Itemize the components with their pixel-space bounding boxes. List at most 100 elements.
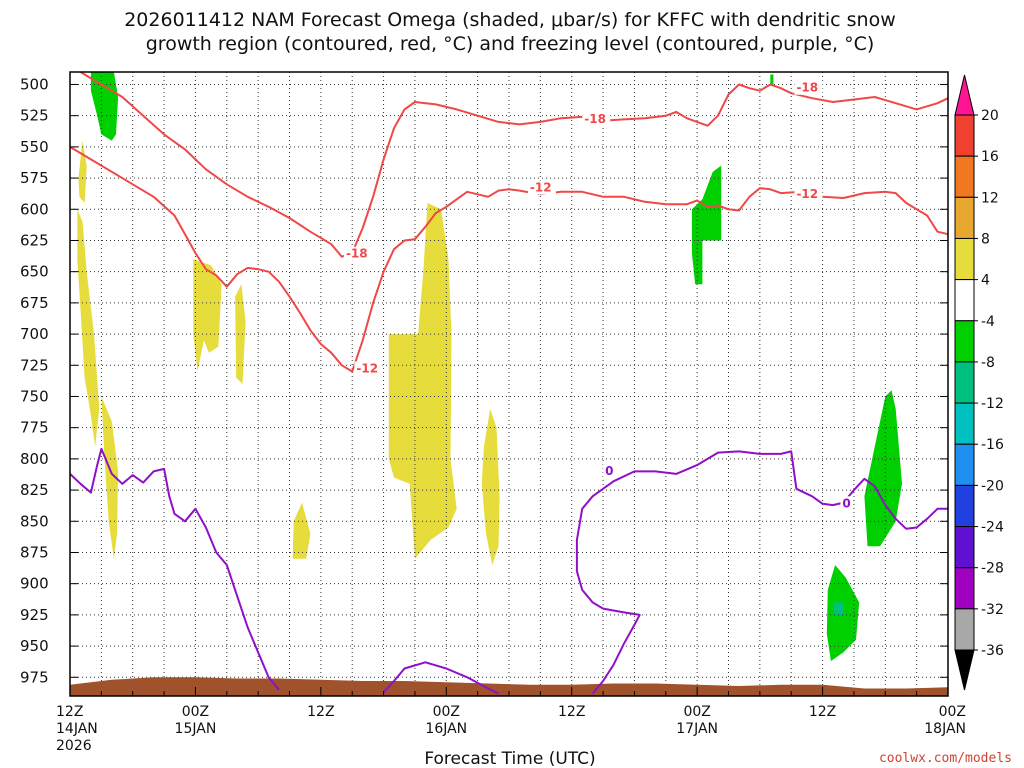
omega-region [193, 259, 222, 372]
dendritic-contour-label: -18 [584, 112, 606, 126]
freezing-level-contour-line [69, 447, 280, 691]
chart-title-line2: growth region (contoured, red, °C) and f… [146, 33, 875, 55]
y-tick-label: 725 [20, 356, 49, 374]
y-tick-label: 975 [20, 668, 49, 686]
omega-region [834, 602, 844, 615]
omega-region [292, 502, 311, 559]
colorbar-bin [954, 608, 975, 651]
colorbar-bin [954, 402, 975, 445]
omega-region [770, 74, 774, 85]
contour-label-bg [840, 496, 853, 511]
y-tick-label: 900 [20, 575, 49, 593]
y-tick-label: 500 [20, 75, 49, 93]
omega-region [235, 284, 246, 384]
y-tick-label: 825 [20, 481, 49, 499]
dendritic-contour-line [69, 146, 949, 373]
y-tick-label: 800 [20, 450, 49, 468]
omega-region [388, 203, 457, 559]
y-tick-label: 875 [20, 543, 49, 561]
y-tick-label: 925 [20, 606, 49, 624]
colorbar-label: -20 [981, 478, 1004, 494]
colorbar-label: 12 [981, 190, 999, 206]
colorbar-bin [954, 196, 975, 239]
dendritic-contour-label: -18 [346, 247, 368, 261]
freezing-level-contour-label: 0 [605, 464, 613, 478]
colorbar-label: -12 [981, 396, 1004, 412]
omega-region [691, 165, 722, 285]
omega-region [77, 209, 100, 447]
dendritic-contour-label: -12 [796, 187, 818, 201]
contour-label-bg [603, 463, 616, 478]
chart-title-line1: 2026011412 NAM Forecast Omega (shaded, μ… [124, 9, 896, 31]
y-tick-label: 575 [20, 169, 49, 187]
freezing-level-contour-line [575, 450, 948, 695]
y-tick-label: 600 [20, 200, 49, 218]
colorbar-label: 4 [981, 273, 990, 289]
colorbar-bin [954, 361, 975, 404]
colorbar-label: -24 [981, 520, 1004, 536]
dendritic-contour-line [79, 71, 949, 258]
colorbar-label: -28 [981, 561, 1004, 577]
y-tick-label: 650 [20, 263, 49, 281]
x-tick-label-time: 00Z [683, 704, 710, 720]
contour-label-bg [582, 111, 611, 126]
x-tick-label-time: 00Z [433, 704, 460, 720]
x-tick-label-time: 12Z [558, 704, 585, 720]
contour-label-bg [794, 80, 823, 95]
y-tick-label: 525 [20, 107, 49, 125]
freezing-level-contour-label: 0 [842, 496, 850, 510]
omega-region [101, 396, 119, 559]
colorbar-label: 8 [981, 231, 990, 247]
credit-text: coolwx.com/models [879, 751, 1012, 766]
colorbar-label: 16 [981, 149, 999, 165]
colorbar-bin [954, 484, 975, 528]
x-tick-label-time: 12Z [56, 704, 83, 720]
colorbar-bin [954, 237, 975, 281]
colorbar-label: -8 [981, 355, 995, 371]
y-tick-label: 850 [20, 512, 49, 530]
x-tick-label-date: 16JAN [425, 721, 467, 737]
y-axis: 500 525 550 575 600 625 650 675 700 725 750 775 800 8… [20, 75, 948, 686]
x-axis-title: Forecast Time (UTC) [424, 749, 595, 768]
colorbar-bin [954, 114, 975, 157]
y-tick-label: 700 [20, 325, 49, 343]
contour-label-bg [527, 180, 556, 195]
y-tick-label: 625 [20, 231, 49, 249]
x-tick-label-date: 14JAN [56, 721, 98, 737]
colorbar-bin [954, 443, 975, 486]
y-tick-label: 550 [20, 138, 49, 156]
x-tick-label-year: 2026 [56, 738, 92, 754]
gridlines [70, 72, 948, 696]
colorbar-bin [954, 567, 975, 610]
x-tick-label-time: 12Z [809, 704, 836, 720]
dendritic-contour-label: -18 [796, 81, 818, 95]
contour-label-bg [794, 186, 823, 201]
colorbar-label: -16 [981, 437, 1004, 453]
colorbar: 20 16 12 8 4 -4 -8 -12 -16 -20 -24 -28 -32 -36 [954, 74, 1004, 691]
x-tick-label-date: 17JAN [676, 721, 718, 737]
colorbar-bottom-arrow [954, 649, 975, 691]
colorbar-label: -36 [981, 643, 1004, 659]
y-tick-label: 750 [20, 387, 49, 405]
x-tick-label-date: 15JAN [175, 721, 217, 737]
x-tick-label-time: 00Z [939, 704, 966, 720]
omega-shading-layer [77, 72, 902, 662]
x-tick-label-time: 12Z [307, 704, 334, 720]
omega-region [864, 390, 902, 547]
colorbar-bin [954, 320, 975, 363]
colorbar-label: 20 [981, 108, 999, 124]
colorbar-label: -32 [981, 602, 1004, 618]
y-tick-label: 675 [20, 294, 49, 312]
omega-region [90, 72, 119, 141]
colorbar-top-arrow [954, 74, 975, 116]
dendritic-contour-label: -12 [356, 362, 378, 376]
omega-region [481, 409, 500, 565]
y-tick-label: 950 [20, 637, 49, 655]
contour-label-bg [354, 361, 383, 376]
freezing-level-contour-line [382, 661, 499, 695]
colorbar-bin [954, 279, 975, 322]
colorbar-bin [954, 526, 975, 569]
contour-label-bg [343, 246, 372, 261]
